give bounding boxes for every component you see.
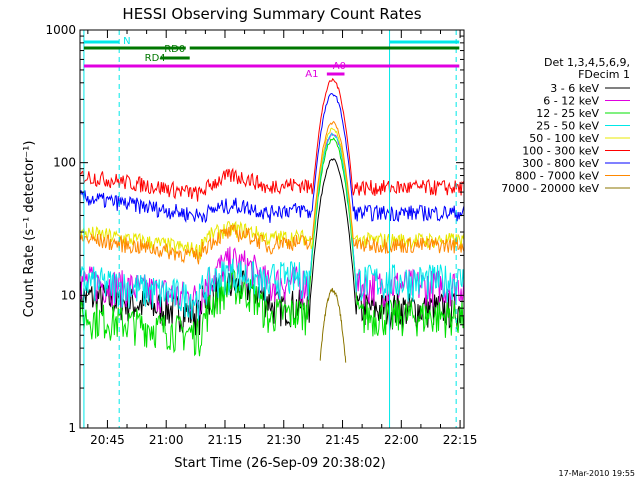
legend-header: Det 1,3,4,5,6,9, xyxy=(544,56,630,69)
legend-label: 300 - 800 keV xyxy=(522,157,599,170)
legend-label: 3 - 6 keV xyxy=(550,82,599,95)
rd0-label: RD0 xyxy=(164,44,185,55)
x-tick-label: 21:00 xyxy=(149,433,184,447)
legend-label: 7000 - 20000 keV xyxy=(501,182,599,195)
legend-label: 25 - 50 keV xyxy=(536,120,599,133)
legend-header: FDecim 1 xyxy=(578,68,630,81)
x-tick-label: 21:15 xyxy=(208,433,243,447)
series-line xyxy=(319,287,347,363)
night-label: N xyxy=(123,36,130,47)
y-axis: 1 10 100 1000 xyxy=(45,23,464,435)
series-line xyxy=(79,120,465,265)
plot-frame xyxy=(79,29,465,429)
series-line xyxy=(79,127,465,261)
legend-label: 800 - 7000 keV xyxy=(515,170,599,183)
y-tick-label: 1 xyxy=(68,421,76,435)
series-line xyxy=(79,137,465,357)
x-tick-label: 20:45 xyxy=(90,433,125,447)
plot-lines xyxy=(79,77,465,363)
x-axis: 20:45 21:00 21:15 21:30 21:45 22:00 22:15 xyxy=(87,30,478,447)
x-tick-label: 21:45 xyxy=(325,433,360,447)
chart-title: HESSI Observing Summary Count Rates xyxy=(122,5,421,23)
series-line xyxy=(79,92,465,224)
rd4-label: RD4 xyxy=(145,53,166,64)
series-line xyxy=(79,77,465,202)
a0-label: A0 xyxy=(333,61,346,72)
x-tick-label: 22:00 xyxy=(384,433,419,447)
y-tick-label: 1000 xyxy=(45,23,76,37)
legend-label: 50 - 100 keV xyxy=(529,132,599,145)
y-tick-label: 10 xyxy=(61,288,76,302)
x-axis-label: Start Time (26-Sep-09 20:38:02) xyxy=(174,456,385,471)
legend-label: 6 - 12 keV xyxy=(543,95,599,108)
x-tick-label: 22:15 xyxy=(443,433,478,447)
legend-label: 100 - 300 keV xyxy=(522,145,599,158)
a1-label: A1 xyxy=(305,69,318,80)
y-axis-label: Count Rate (s⁻¹ detector⁻¹) xyxy=(22,141,37,318)
footer-timestamp: 17-Mar-2010 19:55 xyxy=(559,469,636,478)
series-line xyxy=(79,132,465,321)
legend-label: 12 - 25 keV xyxy=(536,107,599,120)
y-tick-label: 100 xyxy=(53,156,76,170)
x-tick-label: 21:30 xyxy=(266,433,301,447)
